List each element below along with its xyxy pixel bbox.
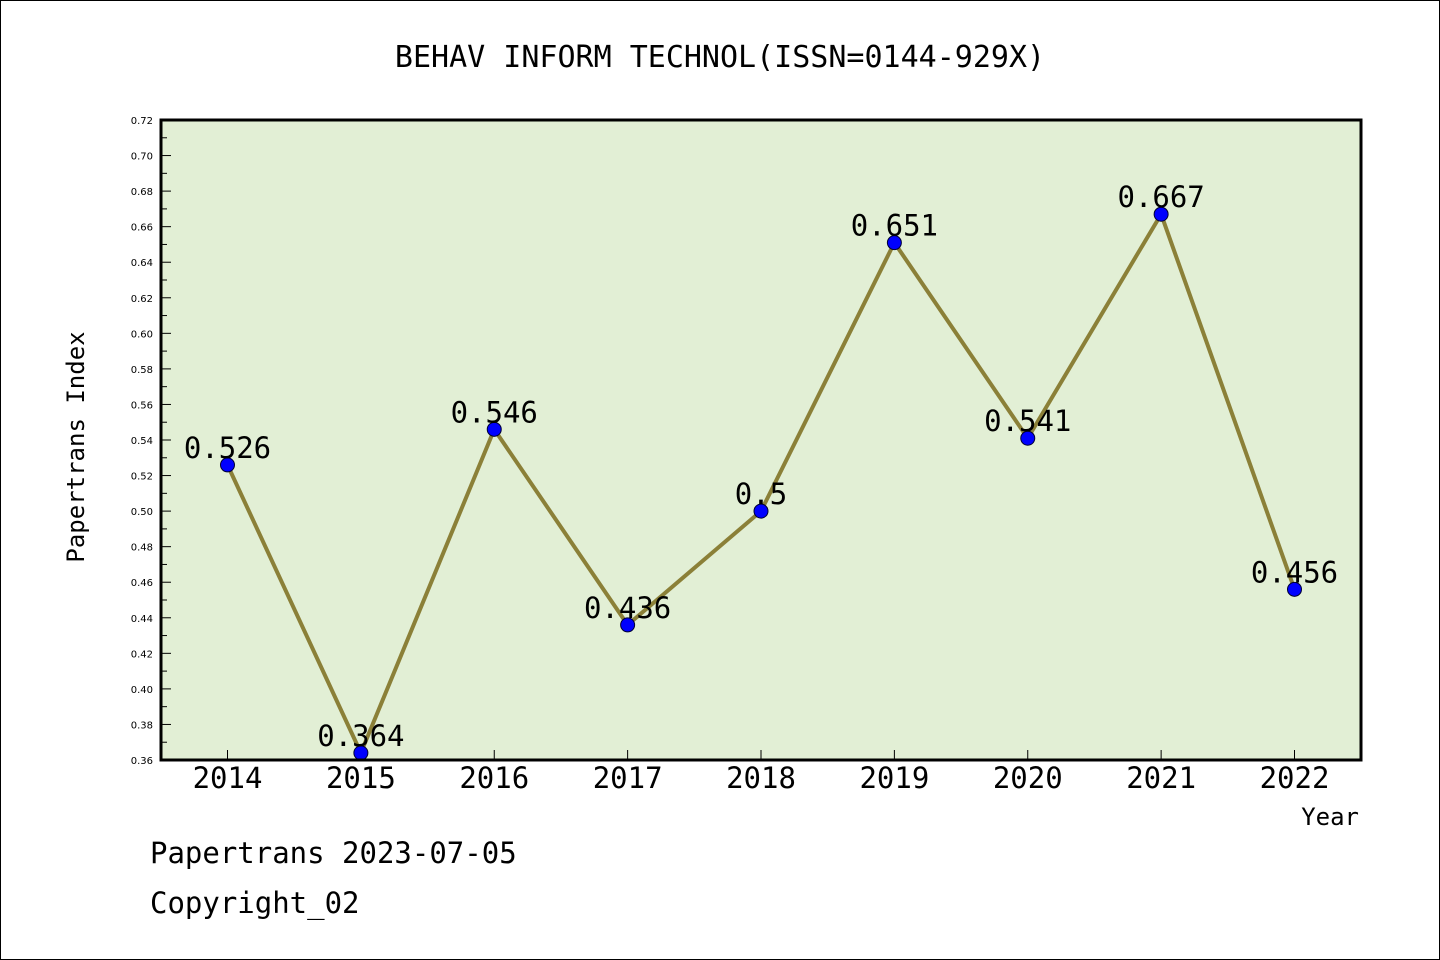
data-point: [486, 421, 502, 437]
data-point: [753, 503, 769, 519]
data-point: [220, 457, 235, 473]
data-point: [1153, 206, 1169, 222]
y-tick-label: 0.58: [131, 365, 153, 376]
plot-area: [161, 120, 1361, 760]
data-markers: [220, 206, 1302, 761]
y-tick-label: 0.72: [131, 116, 153, 127]
y-tick-label: 0.64: [131, 258, 153, 269]
footer-copyright: Copyright_02: [150, 886, 360, 920]
y-tick-label: 0.50: [131, 507, 153, 518]
y-tick-label: 0.42: [131, 649, 153, 660]
y-tick-label: 0.36: [131, 756, 153, 767]
y-tick-label: 0.56: [131, 400, 153, 411]
data-point: [620, 617, 636, 633]
x-tick-label: 2022: [1260, 761, 1330, 795]
y-tick-label: 0.46: [131, 578, 153, 589]
y-tick-label: 0.38: [131, 720, 153, 731]
y-tick-label: 0.70: [131, 152, 153, 163]
y-tick-label: 0.54: [131, 436, 153, 447]
y-tick-label: 0.52: [131, 472, 153, 483]
data-label: 0.667: [1117, 180, 1204, 214]
data-label: 0.651: [851, 209, 938, 243]
plot-border: [159, 118, 1363, 762]
data-label: 0.436: [584, 591, 671, 625]
y-tick-label: 0.44: [131, 614, 153, 625]
x-axis-ticks: 2014 2015 2016 2017 2018 2019 2020 2021 2022: [193, 750, 1330, 795]
y-tick-label: 0.68: [131, 187, 153, 198]
x-tick-label: 2015: [326, 761, 396, 795]
x-tick-label: 2019: [859, 761, 929, 795]
data-label: 0.456: [1251, 555, 1338, 589]
y-tick-label: 0.48: [131, 543, 153, 554]
data-point: [1287, 581, 1302, 597]
data-label: 0.5: [735, 477, 787, 511]
data-point: [1020, 430, 1036, 446]
y-tick-label: 0.60: [131, 329, 153, 340]
x-tick-label: 2014: [193, 761, 263, 795]
x-tick-label: 2021: [1126, 761, 1196, 795]
chart-title: BEHAV INFORM TECHNOL(ISSN=0144-929X): [395, 40, 1045, 75]
data-label: 0.526: [184, 431, 271, 465]
y-tick-label: 0.62: [131, 294, 153, 305]
x-tick-label: 2020: [993, 761, 1063, 795]
y-tick-label: 0.66: [131, 223, 153, 234]
footer-source: Papertrans 2023-07-05: [150, 836, 517, 870]
data-label: 0.546: [451, 395, 538, 429]
x-tick-label: 2017: [593, 761, 663, 795]
y-axis-label: Papertrans Index: [62, 331, 90, 562]
data-point: [886, 235, 902, 251]
x-tick-label: 2016: [459, 761, 529, 795]
data-label: 0.364: [317, 719, 404, 753]
x-axis-label: Year: [1301, 803, 1359, 831]
data-label: 0.541: [984, 404, 1071, 438]
x-tick-label: 2018: [726, 761, 796, 795]
y-tick-label: 0.40: [131, 685, 153, 696]
data-labels: 0.526 0.364 0.546 0.436 0.5 0.651 0.541 0.667 0.…: [184, 180, 1338, 753]
